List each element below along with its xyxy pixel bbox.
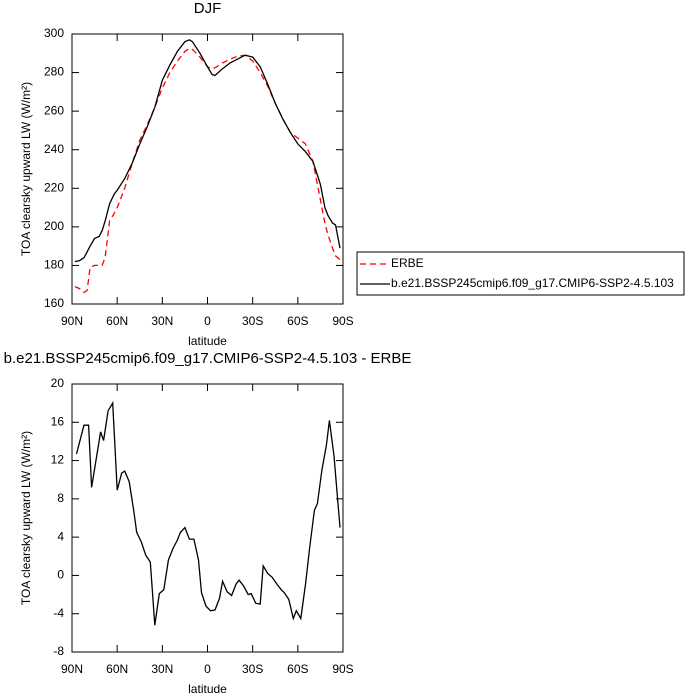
chart-title: b.e21.BSSP245cmip6.f09_g17.CMIP6-SSP2-4.…	[4, 350, 412, 367]
x-tick-label: 0	[204, 662, 211, 676]
x-tick-label: 30S	[242, 314, 263, 328]
x-tick-label: 60N	[106, 662, 128, 676]
x-tick-label: 90N	[61, 662, 83, 676]
y-tick-label: 180	[44, 258, 64, 272]
y-axis-label: TOA clearsky upward LW (W/m²)	[19, 82, 33, 256]
data-line	[75, 400, 341, 626]
y-tick-label: -4	[53, 606, 64, 620]
x-axis-label: latitude	[188, 682, 227, 696]
y-tick-label: 20	[51, 376, 65, 390]
x-tick-label: 60S	[287, 662, 308, 676]
y-tick-label: 16	[51, 414, 65, 428]
data-line	[74, 47, 341, 294]
x-tick-label: 0	[204, 314, 211, 328]
x-tick-label: 30N	[151, 314, 173, 328]
y-tick-label: 220	[44, 180, 64, 194]
x-tick-label: 60N	[106, 314, 128, 328]
y-tick-label: 260	[44, 103, 64, 117]
legend-label: ERBE	[391, 256, 424, 270]
x-axis-label: latitude	[188, 334, 227, 348]
y-tick-label: 280	[44, 65, 64, 79]
x-tick-label: 60S	[287, 314, 308, 328]
y-tick-label: 240	[44, 142, 64, 156]
plot-frame	[71, 383, 344, 653]
x-tick-label: 90N	[61, 314, 83, 328]
y-tick-label: 0	[57, 568, 64, 582]
legend-box	[356, 251, 685, 296]
plot-frame	[71, 33, 344, 305]
y-axis-label: TOA clearsky upward LW (W/m²)	[19, 431, 33, 605]
y-tick-label: -8	[53, 644, 64, 658]
y-tick-label: 160	[44, 296, 64, 310]
x-tick-label: 30S	[242, 662, 263, 676]
chart-title: DJF	[194, 0, 222, 17]
y-tick-label: 4	[57, 529, 64, 543]
y-tick-label: 8	[57, 491, 64, 505]
x-tick-label: 30N	[151, 662, 173, 676]
legend-label: b.e21.BSSP245cmip6.f09_g17.CMIP6-SSP2-4.…	[391, 276, 674, 290]
y-tick-label: 12	[51, 453, 65, 467]
y-tick-label: 300	[44, 26, 64, 40]
y-tick-label: 200	[44, 219, 64, 233]
x-tick-label: 90S	[332, 662, 353, 676]
data-line	[74, 39, 341, 263]
x-tick-label: 90S	[332, 314, 353, 328]
